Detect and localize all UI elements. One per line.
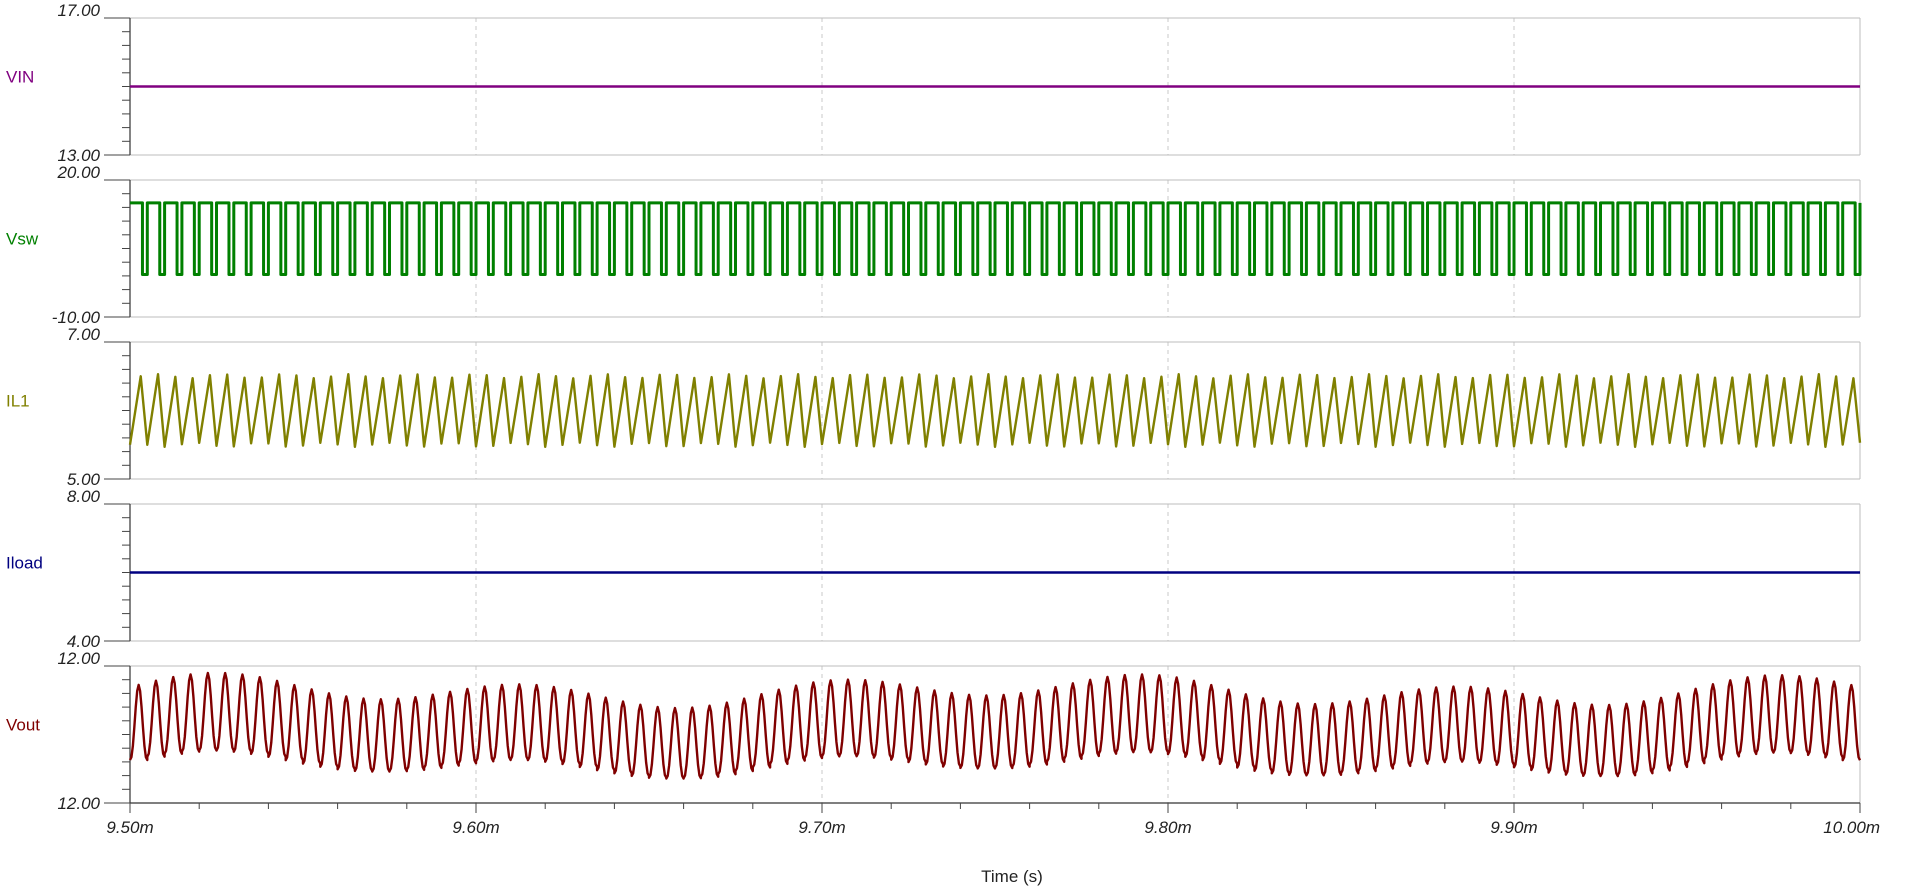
y-tick-label: 12.00 (57, 794, 100, 813)
trace-label: VIN (6, 67, 34, 86)
y-tick-label: 8.00 (67, 487, 101, 506)
trace-panels: 17.00 13.00 VIN 20.00 -10.00 Vsw 7.00 5.00 IL1 8.… (6, 1, 1862, 813)
x-tick-label: 9.90m (1490, 818, 1537, 837)
y-tick-label: -10.00 (52, 308, 101, 327)
x-axis-title: Time (s) (981, 867, 1043, 886)
x-axis: 9.50m 9.60m 9.70m 9.80m 9.90m 10.00m (106, 802, 1880, 837)
trace-vout-line (128, 671, 1862, 780)
trace-label: IL1 (6, 391, 30, 410)
x-tick-label: 9.80m (1144, 818, 1191, 837)
trace-vsw-line (130, 201, 1862, 277)
panel-vsw: 20.00 -10.00 Vsw (6, 163, 1862, 327)
trace-label: Iload (6, 553, 43, 572)
trace-label: Vout (6, 715, 40, 734)
x-tick-label: 9.50m (106, 818, 153, 837)
x-tick-label: 9.60m (452, 818, 499, 837)
y-tick-label: 17.00 (57, 1, 100, 20)
trace-il1-line (128, 372, 1862, 449)
grid-lines (475, 18, 1515, 803)
panel-vin: 17.00 13.00 VIN (6, 1, 1861, 165)
y-tick-label: 12.00 (57, 649, 100, 668)
y-tick-label: 4.00 (67, 632, 101, 651)
y-tick-label: 7.00 (67, 325, 101, 344)
y-tick-label: 5.00 (67, 470, 101, 489)
panel-vout: 12.00 12.00 Vout (6, 649, 1862, 813)
trace-label: Vsw (6, 229, 39, 248)
y-tick-label: 13.00 (57, 146, 100, 165)
x-tick-label: 9.70m (798, 818, 845, 837)
y-tick-label: 20.00 (56, 163, 100, 182)
x-tick-label: 10.00m (1823, 818, 1880, 837)
panel-iload: 8.00 4.00 Iload (6, 487, 1861, 651)
panel-il1: 7.00 5.00 IL1 (6, 325, 1862, 489)
